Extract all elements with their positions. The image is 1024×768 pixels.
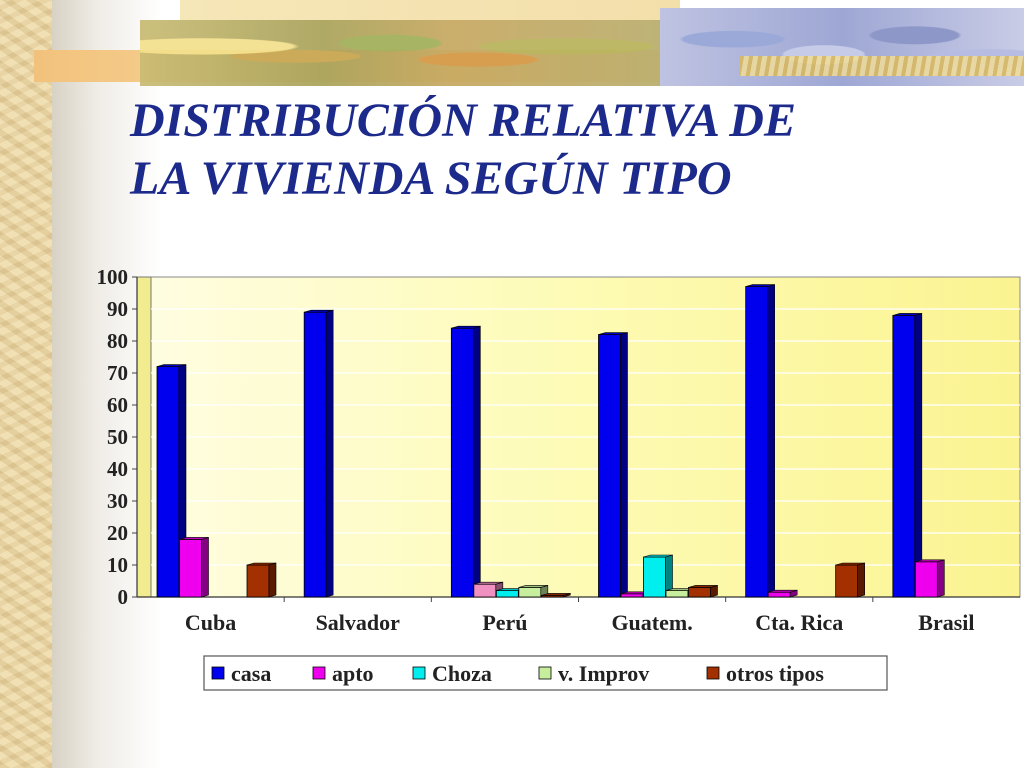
bar-top [179,537,209,540]
bar-top [745,284,775,287]
bar-top [915,559,945,563]
legend-swatch [412,666,426,680]
bar-side [857,562,865,598]
bar-top [835,562,865,566]
y-tick-label: 0 [118,585,129,609]
bar-side [937,559,945,598]
y-tick-label: 50 [107,425,128,449]
bar-top [304,309,334,313]
bar-casa-0 [156,366,180,598]
y-tick-label: 40 [107,457,128,481]
bar-top [688,585,718,588]
bar-top [518,585,548,588]
bar-choza-3 [643,556,666,598]
bar-otros-tipos-4 [835,564,859,598]
bar-v-improv-2 [518,587,542,598]
slide-title-line-1: DISTRIBUCIÓN RELATIVA DE [130,94,796,147]
y-tick-label: 90 [107,297,128,321]
y-tick-label: 100 [97,265,129,289]
bar-top [451,325,481,329]
legend-label: apto [332,661,374,686]
bar-side [325,309,334,598]
bar-top [156,364,187,367]
bar-casa-5 [892,314,916,598]
bar-side [473,325,481,598]
x-tick-label: Guatem. [611,610,692,635]
bar-side [914,313,923,598]
banner-leaves-image [140,20,660,86]
bar-top [541,593,571,596]
bar-top [768,589,798,593]
legend-label: casa [231,661,271,686]
bar-top [643,554,673,558]
x-tick-label: Salvador [316,610,401,635]
y-tick-label: 30 [107,489,128,513]
bar-otros-tipos-0 [246,564,270,598]
banner-top-band [180,0,680,20]
x-tick-label: Cuba [185,610,236,635]
legend-label: otros tipos [726,661,824,686]
bar-casa-2 [450,327,474,598]
bar-apto-5 [914,561,938,598]
bar-apto-0 [179,539,202,598]
bar-top [892,313,922,316]
paper-texture-strip [0,0,52,768]
y-tick-label: 80 [107,329,128,353]
decorative-banner [0,0,1024,86]
bar-apto-3 [620,593,644,598]
bar-v-improv-3 [665,590,689,598]
bar-casa-4 [745,286,769,598]
bar-side [201,537,209,598]
plot-side-wall [136,276,152,598]
y-tick-label: 60 [107,393,128,417]
legend-swatch [706,666,720,680]
x-tick-label: Perú [482,610,527,635]
slide-title-line-2: LA VIVIENDA SEGÚN TIPO [130,152,732,205]
x-tick-label: Brasil [918,610,974,635]
bar-apto-2 [473,583,497,598]
bar-top [246,562,277,566]
bar-casa-1 [303,311,327,598]
x-tick-label: Cta. Rica [755,610,843,635]
legend-swatch [211,666,225,680]
y-tick-label: 70 [107,361,128,385]
bar-side [268,562,277,598]
bar-top [598,332,628,335]
bar-side [767,284,775,598]
bar-otros-tipos-3 [688,587,711,598]
bar-top [473,581,503,585]
y-tick-label: 10 [107,553,128,577]
legend-swatch [312,666,326,680]
banner-wheat-image [740,56,1024,76]
bar-casa-3 [598,334,621,598]
legend-swatch [538,666,552,680]
bar-apto-4 [767,591,791,598]
legend-label: Choza [432,661,492,686]
y-tick-label: 20 [107,521,128,545]
bar-choza-2 [495,590,519,598]
bar-side [620,332,628,598]
slide-title: DISTRIBUCIÓN RELATIVA DE LA VIVIENDA SEG… [130,92,990,208]
legend-label: v. Improv [558,661,649,686]
